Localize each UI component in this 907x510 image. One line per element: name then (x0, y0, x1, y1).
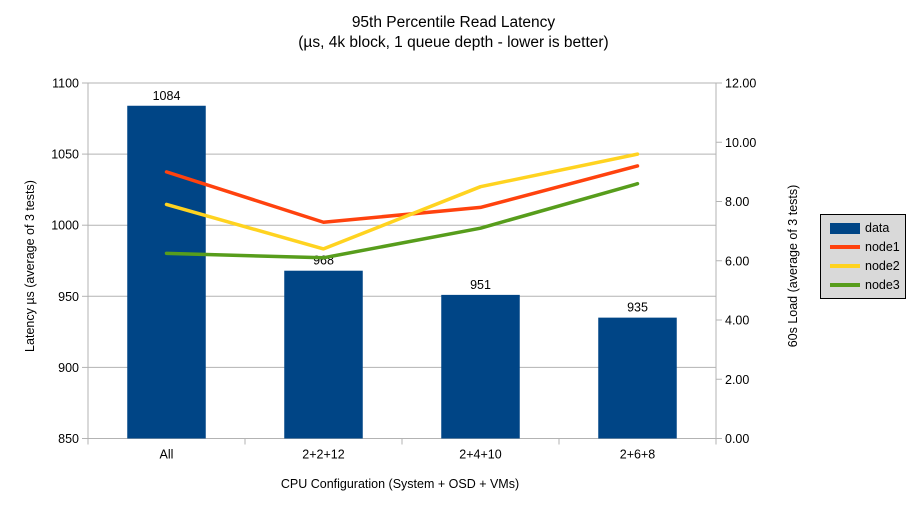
legend-label-data: data (865, 221, 890, 235)
left-axis-tick-label: 850 (58, 432, 79, 446)
node3-series-swatch (830, 283, 860, 287)
legend-item-data: data (830, 222, 905, 234)
right-axis-tick-label: 6.00 (725, 254, 749, 268)
bar-series-swatch (830, 222, 860, 234)
chart-subtitle: (µs, 4k block, 1 queue depth - lower is … (298, 34, 609, 51)
x-category-label: 2+6+8 (620, 448, 656, 462)
legend: data node1 node2 node3 (820, 214, 906, 299)
legend-item-node2: node2 (830, 260, 905, 272)
right-axis-tick-label: 12.00 (725, 77, 756, 91)
bar-2+4+10 (441, 294, 520, 439)
right-axis-tick-label: 4.00 (725, 314, 749, 328)
line-node2 (164, 152, 640, 251)
left-axis-tick-label: 900 (58, 361, 79, 375)
legend-label-node2: node2 (865, 259, 900, 273)
line-node3 (164, 181, 640, 260)
legend-item-node1: node1 (830, 241, 905, 253)
legend-label-node1: node1 (865, 240, 900, 254)
left-axis-tick-label: 950 (58, 290, 79, 304)
x-category-label: 2+4+10 (459, 448, 501, 462)
bar-2+2+12 (284, 270, 363, 439)
right-axis-tick-label: 0.00 (725, 432, 749, 446)
line-node1 (164, 164, 640, 224)
bar-data-label: 935 (627, 301, 648, 315)
bar-2+6+8 (598, 317, 677, 439)
right-axis-tick-label: 2.00 (725, 373, 749, 387)
right-axis-tick-label: 8.00 (725, 195, 749, 209)
left-axis-title: Latency µs (average of 3 tests) (23, 180, 37, 352)
bar-data-label: 1084 (153, 89, 181, 103)
x-category-label: 2+2+12 (302, 448, 344, 462)
left-axis-tick-label: 1000 (51, 219, 79, 233)
left-axis-tick-label: 1050 (51, 148, 79, 162)
left-axis-tick-label: 1100 (52, 77, 79, 91)
legend-label-node3: node3 (865, 278, 900, 292)
x-axis-title: CPU Configuration (System + OSD + VMs) (280, 477, 520, 491)
x-category-label: All (160, 448, 174, 462)
bar-All (127, 105, 206, 439)
bar-data-label: 951 (470, 278, 491, 292)
node1-series-swatch (830, 245, 860, 249)
chart-title: 95th Percentile Read Latency (351, 14, 556, 31)
node2-series-swatch (830, 264, 860, 268)
right-axis-title: 60s Load (average of 3 tests) (786, 184, 800, 348)
legend-item-node3: node3 (830, 279, 905, 291)
right-axis-tick-label: 10.00 (725, 136, 756, 150)
